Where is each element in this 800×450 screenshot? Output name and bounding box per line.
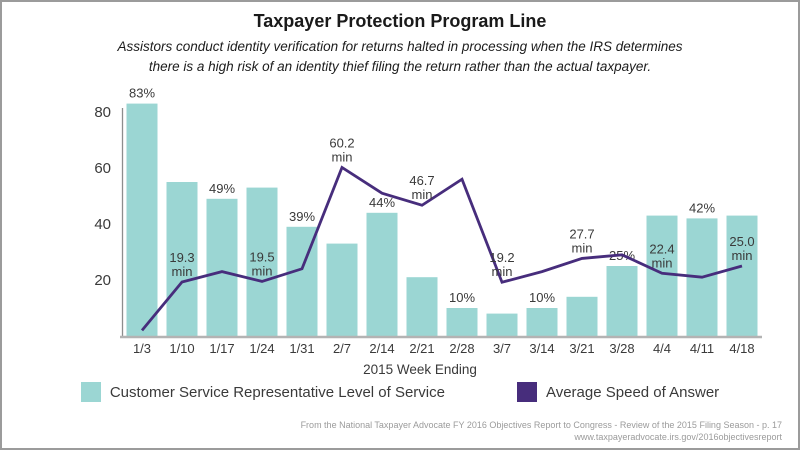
bar [366, 212, 398, 336]
line-value-label: 22.4 min [649, 241, 674, 270]
bar [646, 215, 678, 336]
bar [206, 198, 238, 336]
x-tick-label: 3/28 [609, 341, 634, 356]
x-axis-title: 2015 Week Ending [363, 362, 477, 377]
x-tick-label: 1/3 [133, 341, 151, 356]
x-tick-label: 2/7 [333, 341, 351, 356]
x-tick-label: 1/24 [249, 341, 274, 356]
y-tick-label: 60 [94, 160, 111, 177]
source-url: www.taxpayeradvocate.irs.gov/2016objecti… [574, 431, 782, 442]
bar-value-label: 10% [449, 290, 475, 305]
chart-subtitle: Assistors conduct identity verification … [2, 37, 798, 78]
x-tick-label: 3/14 [529, 341, 554, 356]
bar-value-label: 39% [289, 209, 315, 224]
x-tick-label: 2/14 [369, 341, 394, 356]
y-tick-label: 20 [94, 272, 111, 289]
subtitle-line-2: there is a high risk of an identity thie… [148, 59, 652, 75]
bar [126, 103, 158, 336]
subtitle-line-1: Assistors conduct identity verification … [117, 39, 683, 54]
x-tick-label: 4/18 [729, 341, 754, 356]
bar-series-swatch-icon [80, 382, 101, 402]
x-tick-label: 3/7 [493, 341, 511, 356]
line-value-label: 27.7 min [569, 226, 594, 255]
x-tick-label: 4/4 [653, 341, 671, 356]
bar [246, 187, 278, 336]
legend-item-level-of-service: Customer Service Representative Level of… [80, 382, 445, 402]
x-tick-label: 4/11 [690, 341, 714, 356]
line-value-label: 60.2 min [329, 135, 354, 164]
source-attribution: From the National Taxpayer Advocate FY 2… [301, 420, 782, 443]
line-value-label: 19.5 min [249, 249, 274, 278]
line-series-swatch-icon [516, 382, 537, 402]
bar [326, 243, 358, 336]
bar [446, 308, 478, 336]
line-value-label: 25.0 min [729, 234, 754, 263]
chart-legend: Customer Service Representative Level of… [2, 382, 798, 402]
line-value-label: 19.3 min [169, 250, 194, 279]
x-tick-label: 3/21 [569, 341, 594, 356]
x-tick-label: 2/21 [409, 341, 434, 356]
legend-label-level-of-service: Customer Service Representative Level of… [109, 383, 445, 401]
bar [566, 296, 598, 336]
page-title: Taxpayer Protection Program Line [253, 11, 547, 31]
bar-value-label: 10% [529, 290, 555, 305]
x-tick-label: 1/31 [289, 341, 314, 356]
bar [606, 266, 638, 336]
line-value-label: 46.7 min [409, 173, 434, 202]
bar-value-label: 49% [209, 181, 235, 196]
legend-item-average-speed: Average Speed of Answer [516, 382, 720, 402]
legend-label-average-speed: Average Speed of Answer [545, 383, 720, 401]
bar [166, 182, 198, 336]
bar [726, 215, 758, 336]
bar-value-label: 83% [129, 86, 155, 101]
x-tick-label: 1/10 [169, 341, 194, 356]
bar [406, 277, 438, 336]
bar-value-label: 42% [689, 200, 715, 215]
source-line: From the National Taxpayer Advocate FY 2… [300, 420, 782, 430]
y-tick-label: 80 [94, 104, 111, 121]
bar-value-label: 44% [369, 195, 395, 210]
x-tick-label: 1/17 [209, 341, 234, 356]
line-average-speed [140, 165, 743, 332]
x-tick-label: 2/28 [449, 341, 474, 356]
bar [486, 313, 518, 336]
line-value-label: 19.2 min [489, 250, 514, 279]
bar [526, 308, 558, 336]
y-tick-label: 40 [94, 216, 111, 233]
